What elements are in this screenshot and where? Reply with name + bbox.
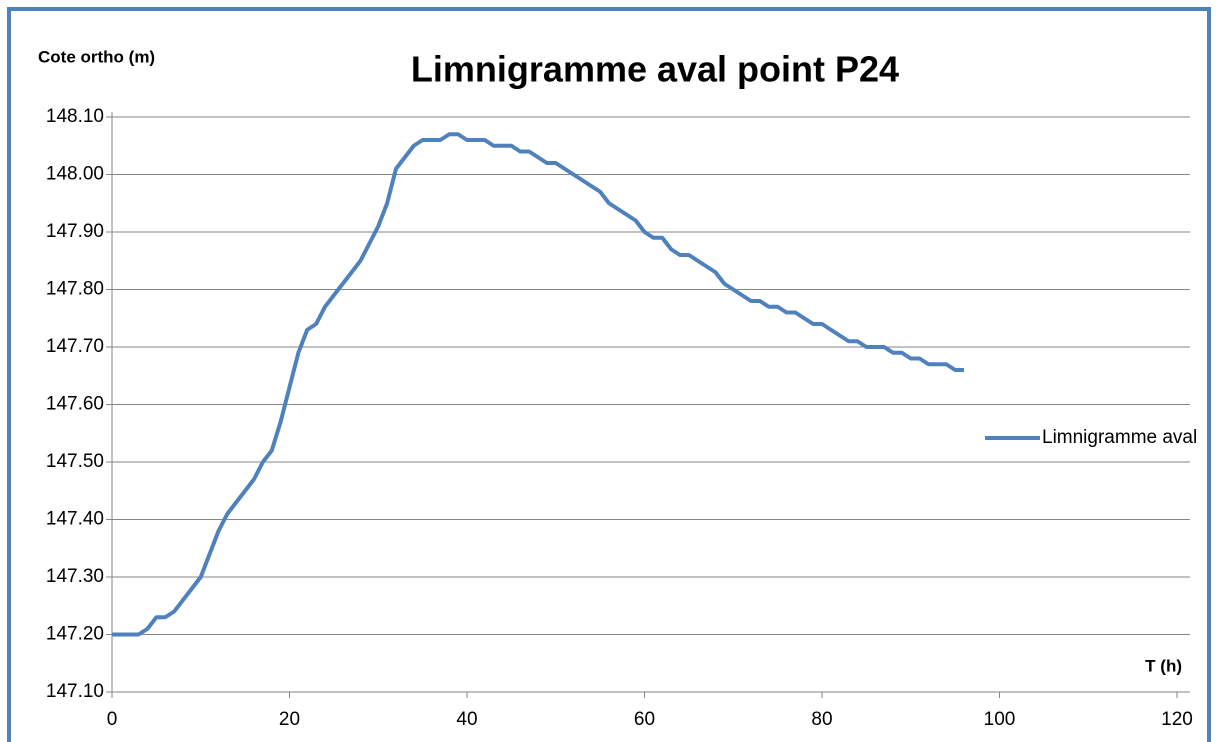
x-axis-label: T (h) [1145, 656, 1182, 675]
chart-title: Limnigramme aval point P24 [411, 49, 899, 90]
y-tick-label: 147.30 [46, 566, 104, 587]
x-tick-label: 20 [279, 709, 300, 730]
data-line [112, 132, 964, 637]
y-tick-label: 147.10 [46, 681, 104, 702]
y-tick-label: 147.50 [46, 451, 104, 472]
x-tick-label: 80 [811, 709, 832, 730]
y-tick-label: 147.60 [46, 394, 104, 415]
y-tick-label: 147.80 [46, 279, 104, 300]
chart-frame [7, 7, 1211, 742]
y-tick-label: 147.90 [46, 221, 104, 242]
x-tick-label: 60 [634, 709, 655, 730]
legend-label: Limnigramme aval [1042, 427, 1198, 448]
y-tick-label: 148.00 [46, 164, 104, 185]
y-tick-label: 147.20 [46, 624, 104, 645]
y-tick-label: 148.10 [46, 106, 104, 127]
y-tick-label: 147.70 [46, 336, 104, 357]
x-tick-label: 100 [984, 709, 1016, 730]
x-tick-label: 0 [107, 709, 118, 730]
y-tick-label: 147.40 [46, 509, 104, 530]
x-tick-label: 120 [1161, 709, 1193, 730]
y-axis-label: Cote ortho (m) [38, 47, 155, 66]
x-tick-label: 40 [456, 709, 477, 730]
